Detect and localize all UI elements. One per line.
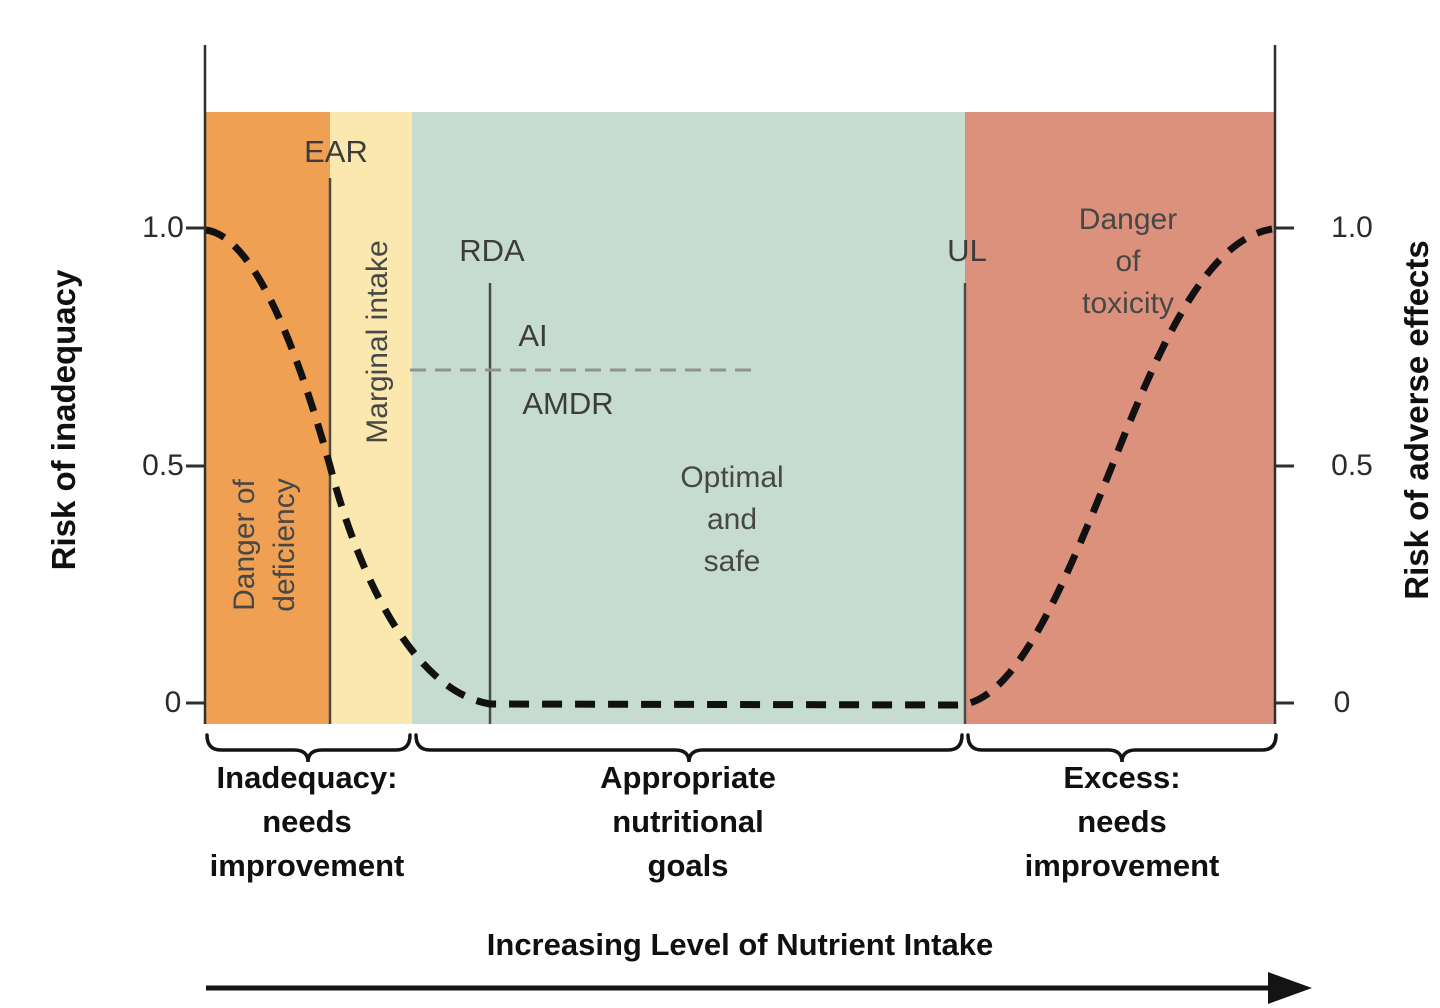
ear-label: EAR	[304, 134, 368, 169]
left-tick-label-1: 1.0	[142, 211, 184, 244]
inadequacy-bracket-label: Inadequacy: needs improvement	[209, 760, 405, 883]
left-axis-label: Risk of inadequacy	[45, 269, 82, 571]
appropriate-brace	[414, 733, 964, 763]
appropriate-bracket-label: Appropriate nutritional goals	[600, 760, 776, 883]
risk-curves	[205, 225, 1273, 709]
rda-label: RDA	[459, 233, 525, 268]
x-axis-arrowhead	[1268, 972, 1312, 1004]
ai-label: AI	[518, 318, 548, 353]
right-tick-label-0: 0	[1333, 686, 1351, 719]
toxicity-region-label: Danger of toxicity	[1078, 203, 1178, 320]
deficiency-band	[205, 112, 330, 724]
deficiency-region-label: Danger of deficiency	[228, 478, 301, 612]
excess-brace	[966, 733, 1278, 763]
ul-label: UL	[947, 233, 987, 268]
optimal-region-label: Optimal and safe	[680, 461, 784, 578]
amdr-label: AMDR	[522, 386, 614, 421]
left-tick-label-05: 0.5	[142, 449, 184, 482]
right-tick-label-05: 0.5	[1331, 449, 1373, 482]
right-axis-label: Risk of adverse effects	[1398, 240, 1435, 600]
marginal-band	[330, 112, 412, 724]
x-axis-title: Increasing Level of Nutrient Intake	[486, 927, 994, 962]
inadequacy-brace	[205, 733, 412, 763]
right-tick-label-1: 1.0	[1331, 211, 1373, 244]
toxicity-band	[965, 112, 1275, 724]
excess-bracket-label: Excess: needs improvement	[1024, 760, 1220, 883]
marginal-region-label: Marginal intake	[361, 240, 394, 444]
left-tick-label-0: 0	[164, 686, 182, 719]
optimal-band	[412, 112, 965, 724]
